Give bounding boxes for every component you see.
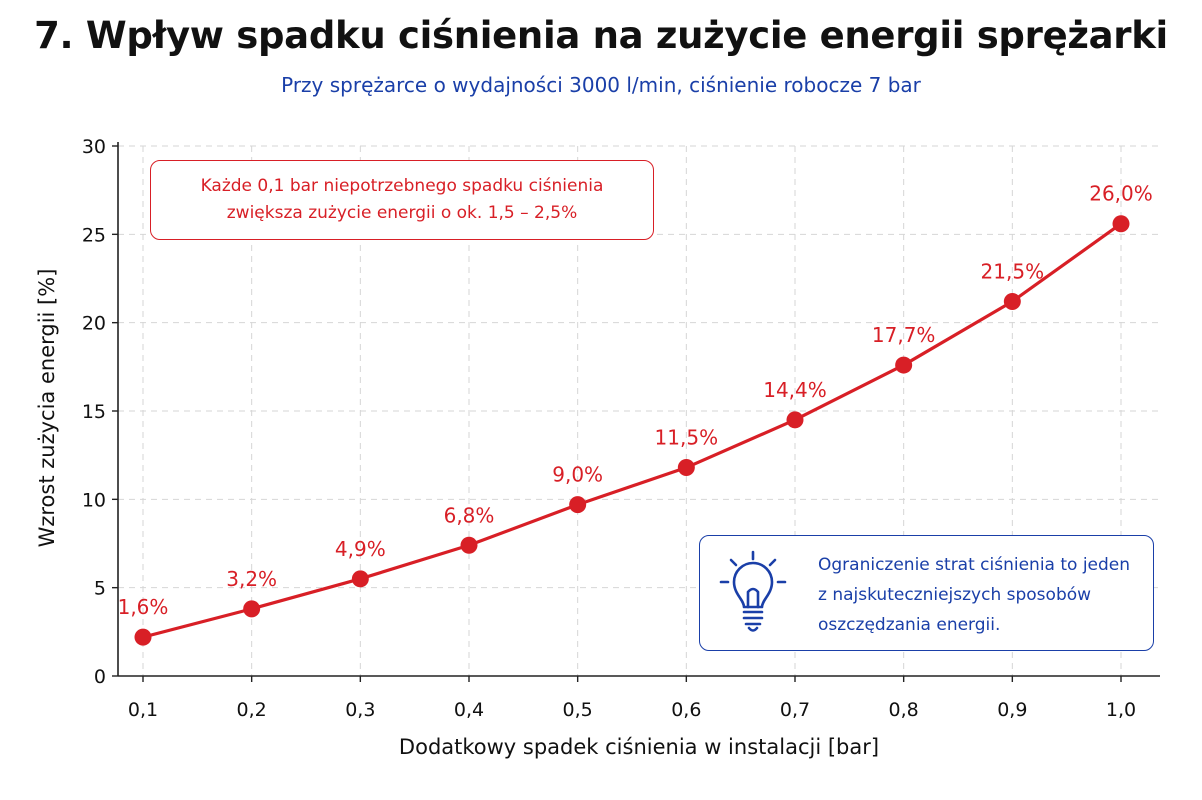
data-point bbox=[786, 411, 804, 429]
energy-increase-note-line1: Każde 0,1 bar niepotrzebnego spadku ciśn… bbox=[200, 176, 604, 196]
y-tick-label: 30 bbox=[82, 136, 106, 158]
data-point bbox=[1003, 292, 1021, 310]
data-point bbox=[460, 536, 478, 554]
data-label: 14,4% bbox=[763, 378, 827, 402]
x-tick-label: 0,5 bbox=[563, 699, 593, 721]
data-point bbox=[895, 356, 913, 374]
data-point bbox=[351, 570, 369, 588]
data-label: 4,9% bbox=[335, 537, 386, 561]
y-tick-label: 20 bbox=[82, 313, 106, 335]
y-tick-label: 25 bbox=[82, 224, 106, 246]
x-tick-label: 1,0 bbox=[1106, 699, 1136, 721]
chart-subtitle: Przy sprężarce o wydajności 3000 l/min, … bbox=[281, 73, 921, 97]
lightbulb-icon bbox=[719, 550, 787, 632]
chart-title: 7. Wpływ spadku ciśnienia na zużycie ene… bbox=[34, 14, 1168, 57]
data-label: 17,7% bbox=[872, 323, 936, 347]
energy-saving-tip-line1: Ograniczenie strat ciśnienia to jeden bbox=[818, 555, 1131, 575]
x-tick-label: 0,4 bbox=[454, 699, 484, 721]
data-label: 1,6% bbox=[118, 595, 169, 619]
energy-saving-tip-line3: oszczędzania energii. bbox=[818, 615, 1001, 635]
data-point bbox=[677, 459, 695, 477]
data-label: 3,2% bbox=[226, 567, 277, 591]
y-tick-label: 5 bbox=[94, 578, 106, 600]
data-label: 6,8% bbox=[444, 503, 495, 527]
x-tick-label: 0,9 bbox=[997, 699, 1027, 721]
data-label: 11,5% bbox=[655, 426, 719, 450]
y-tick-label: 0 bbox=[94, 666, 106, 688]
energy-saving-tip-text: Ograniczenie strat ciśnienia to jeden z … bbox=[818, 550, 1130, 640]
x-tick-label: 0,2 bbox=[237, 699, 267, 721]
x-tick-label: 0,3 bbox=[345, 699, 375, 721]
data-label: 9,0% bbox=[552, 463, 603, 487]
x-tick-label: 0,1 bbox=[128, 699, 158, 721]
energy-saving-tip-line2: z najskuteczniejszych sposobów bbox=[818, 585, 1092, 605]
y-tick-label: 15 bbox=[82, 401, 106, 423]
x-axis-title: Dodatkowy spadek ciśnienia w instalacji … bbox=[398, 735, 880, 759]
energy-increase-note-line2: zwiększa zużycie energii o ok. 1,5 – 2,5… bbox=[226, 203, 578, 223]
energy-increase-note: Każde 0,1 bar niepotrzebnego spadku ciśn… bbox=[150, 160, 654, 240]
data-label: 26,0% bbox=[1089, 182, 1153, 206]
x-tick-label: 0,6 bbox=[671, 699, 701, 721]
data-point bbox=[1112, 215, 1130, 233]
data-point bbox=[569, 496, 587, 514]
y-axis-title-text: Wzrost zużycia energii [%] bbox=[35, 268, 59, 548]
data-label: 21,5% bbox=[981, 259, 1045, 283]
y-tick-label: 10 bbox=[82, 489, 106, 511]
data-point bbox=[243, 600, 261, 618]
energy-saving-tip: Ograniczenie strat ciśnienia to jeden z … bbox=[699, 535, 1154, 651]
x-tick-label: 0,7 bbox=[780, 699, 810, 721]
series-line bbox=[141, 222, 1123, 639]
x-tick-label: 0,8 bbox=[889, 699, 919, 721]
data-point bbox=[134, 628, 152, 646]
